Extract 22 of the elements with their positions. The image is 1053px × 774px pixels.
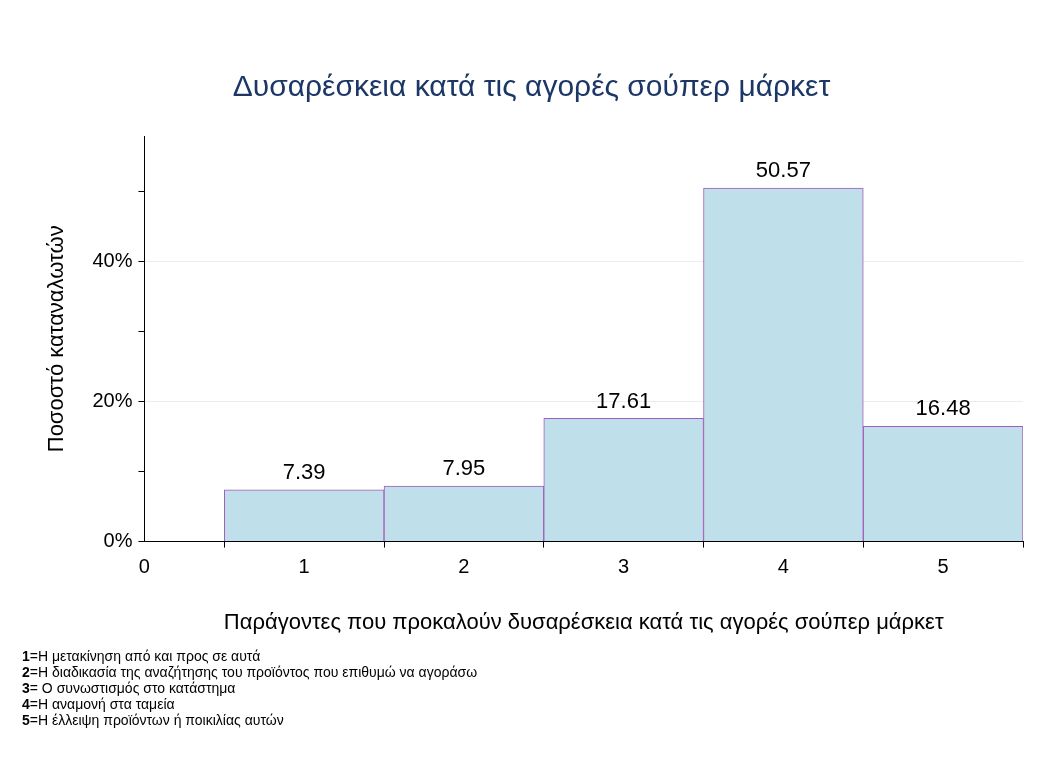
- x-tick-label: 1: [298, 555, 310, 578]
- x-tick-label: 3: [618, 555, 630, 578]
- x-tick-label: 4: [777, 555, 789, 578]
- y-tick-label: 20%: [92, 389, 133, 412]
- x-tick-label: 5: [937, 555, 949, 578]
- y-tick-label: 40%: [92, 249, 133, 272]
- text: 2=Η διαδικασία της αναζήτησης του προϊόντος που επιθυμώ να αγοράσω: [22, 664, 478, 680]
- text: 4=Η αναμονή στα ταμεία: [22, 696, 176, 712]
- data-label: 16.48: [915, 395, 971, 421]
- x-tick-label: 0: [138, 555, 150, 578]
- text: 3= Ο συνωστισμός στο κατάστημα: [22, 680, 237, 696]
- x-axis-title: Παράγοντες που προκαλούν δυσαρέσκεια κατά τις αγορές σούπερ μάρκετ: [223, 608, 944, 634]
- x-tick-label: 2: [458, 555, 470, 578]
- y-axis-title: Ποσοστό καταναλωτών: [43, 225, 69, 453]
- data-label: 50.57: [755, 157, 811, 183]
- data-label: 17.61: [596, 387, 652, 413]
- data-label: 7.39: [282, 458, 326, 484]
- text: 1=Η μετακίνηση από και προς σε αυτά: [22, 648, 262, 664]
- text: 5=Η έλλειψη προϊόντων ή ποικιλίας αυτών: [22, 712, 285, 728]
- y-tick-label: 0%: [103, 529, 133, 552]
- chart-title: Δυσαρέσκεια κατά τις αγορές σούπερ μάρκετ: [232, 69, 831, 103]
- data-label: 7.95: [442, 455, 486, 481]
